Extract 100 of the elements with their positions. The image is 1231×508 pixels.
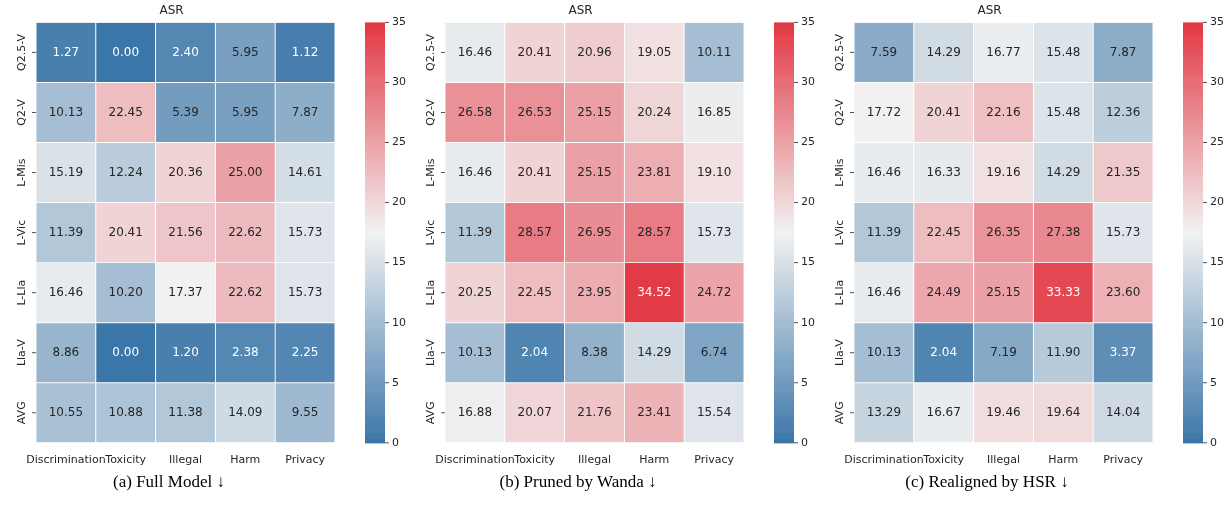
data-label: 24.72 [696, 284, 732, 299]
data-label: 16.46 [457, 44, 493, 59]
y-tick-label: L-Mis [424, 158, 438, 187]
data-label: 25.15 [986, 284, 1021, 299]
y-tick-label: Q2.5-V [833, 33, 847, 71]
color-bar-label: 35 [392, 15, 406, 29]
color-bar-label: 0 [801, 435, 808, 449]
data-label: 15.73 [696, 224, 732, 239]
data-label: 2.38 [231, 344, 259, 359]
color-bar-label: 0 [392, 435, 399, 449]
data-label: 24.49 [926, 284, 961, 299]
data-label: 14.29 [1046, 164, 1081, 179]
x-tick-label: Privacy [694, 453, 735, 467]
data-label: 21.56 [168, 224, 203, 239]
data-label: 11.38 [168, 404, 203, 419]
data-label: 0.00 [112, 44, 140, 59]
data-label: 15.73 [287, 284, 323, 299]
y-tick-label: L-Vic [833, 219, 847, 246]
data-label: 11.39 [866, 224, 902, 239]
y-tick-label: L-Lla [833, 279, 847, 306]
chart-title: ASR [159, 3, 184, 18]
data-label: 2.04 [521, 344, 549, 359]
y-tick-label: L-Vic [15, 219, 29, 246]
y-tick-label: AVG [833, 401, 847, 425]
data-label: 5.95 [231, 104, 259, 119]
y-tick-label: Lla-V [15, 338, 29, 367]
data-label: 10.13 [457, 344, 493, 359]
y-tick-label: L-Mis [15, 158, 29, 187]
data-label: 14.29 [637, 344, 672, 359]
y-tick-label: Q2-V [833, 98, 847, 126]
data-label: 23.60 [1105, 284, 1141, 299]
data-label: 19.16 [986, 164, 1021, 179]
color-bar-label: 25 [392, 135, 406, 149]
data-label: 22.45 [926, 224, 961, 239]
data-label: 19.10 [696, 164, 732, 179]
color-bar-label: 20 [1210, 195, 1224, 209]
data-label: 19.64 [1046, 404, 1081, 419]
data-label: 8.86 [52, 344, 80, 359]
data-label: 22.62 [228, 284, 263, 299]
data-label: 26.58 [457, 104, 493, 119]
data-label: 14.09 [228, 404, 263, 419]
data-label: 15.19 [48, 164, 84, 179]
data-label: 22.45 [517, 284, 552, 299]
data-label: 23.41 [637, 404, 672, 419]
y-tick-label: Q2-V [424, 98, 438, 126]
color-bar-label: 25 [1210, 135, 1224, 149]
data-label: 13.29 [866, 404, 902, 419]
data-label: 8.38 [581, 344, 608, 359]
color-bar-label: 5 [392, 375, 399, 389]
data-label: 16.77 [986, 44, 1021, 59]
data-label: 17.37 [168, 284, 203, 299]
data-label: 11.39 [457, 224, 493, 239]
color-bar-label: 30 [801, 75, 815, 89]
data-label: 15.48 [1046, 44, 1081, 59]
x-tick-label: Illegal [169, 453, 202, 467]
data-label: 10.20 [108, 284, 143, 299]
y-tick-label: Lla-V [833, 338, 847, 367]
text: (a) Full Model ↓ [112, 472, 226, 492]
data-label: 1.27 [52, 44, 80, 59]
data-label: 26.95 [577, 224, 612, 239]
x-tick-label: Illegal [578, 453, 611, 467]
data-label: 10.13 [866, 344, 902, 359]
data-label: 15.73 [287, 224, 323, 239]
data-label: 21.35 [1105, 164, 1141, 179]
x-tick-label: Harm [230, 453, 261, 467]
data-label: 16.88 [457, 404, 493, 419]
data-label: 15.54 [696, 404, 732, 419]
data-label: 16.67 [926, 404, 961, 419]
y-tick-label: AVG [15, 401, 29, 425]
data-label: 20.41 [517, 164, 552, 179]
data-label: 15.48 [1046, 104, 1081, 119]
data-label: 19.05 [637, 44, 672, 59]
data-label: 6.74 [700, 344, 728, 359]
data-label: 23.95 [577, 284, 612, 299]
data-label: 20.41 [108, 224, 143, 239]
data-label: 16.85 [696, 104, 732, 119]
data-label: 26.35 [986, 224, 1021, 239]
data-label: 10.55 [48, 404, 84, 419]
data-label: 20.25 [457, 284, 493, 299]
data-label: 7.87 [291, 104, 319, 119]
color-bar-label: 30 [392, 75, 406, 89]
color-bar-label: 15 [801, 255, 815, 269]
data-label: 7.87 [1109, 44, 1137, 59]
data-label: 3.37 [1109, 344, 1137, 359]
data-label: 26.53 [517, 104, 552, 119]
data-label: 34.52 [637, 284, 672, 299]
color-bar-label: 15 [392, 255, 406, 269]
data-label: 20.41 [517, 44, 552, 59]
data-label: 14.04 [1105, 404, 1141, 419]
data-label: 5.39 [172, 104, 199, 119]
data-label: 16.46 [457, 164, 493, 179]
color-bar-label: 5 [801, 375, 808, 389]
data-label: 25.00 [228, 164, 263, 179]
color-bar-label: 10 [392, 315, 406, 329]
data-label: 7.19 [990, 344, 1017, 359]
data-label: 2.04 [930, 344, 958, 359]
data-label: 0.00 [112, 344, 140, 359]
data-label: 19.46 [986, 404, 1021, 419]
data-label: 28.57 [637, 224, 672, 239]
y-tick-label: Q2.5-V [15, 33, 29, 71]
